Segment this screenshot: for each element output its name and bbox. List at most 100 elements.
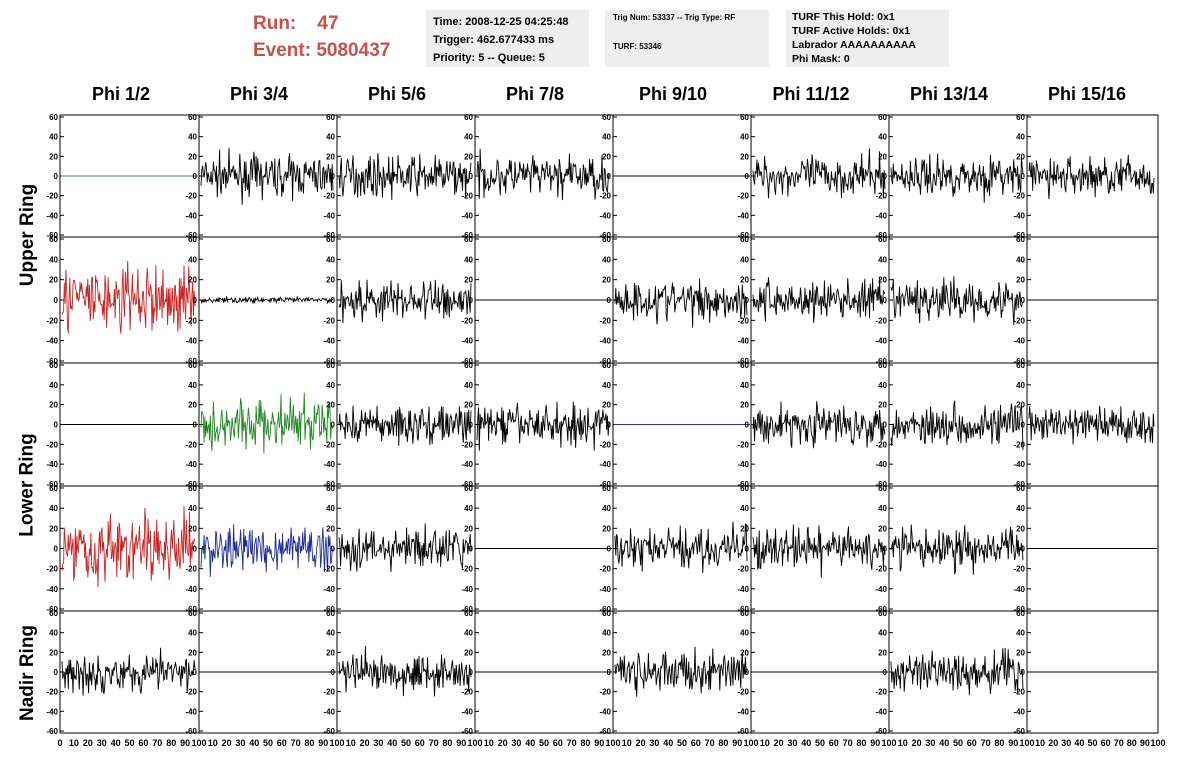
y-tick-label: 20	[740, 524, 749, 533]
waveform-panel: 60 40 20 0 -20 -40 -60	[461, 113, 614, 240]
waveform-panel: 60 40 20 0 -20 -40 -60	[875, 235, 1028, 366]
x-tick-label: 60	[277, 738, 287, 748]
waveform-panel: 60 40 20 0 -20 -40 -60	[599, 235, 752, 366]
y-tick-label: 40	[1016, 255, 1025, 264]
waveform-panel: 60 40 20 0 -20 -40 -60	[1013, 484, 1159, 614]
y-tick-label: 0	[607, 668, 612, 677]
x-tick-label: 40	[111, 738, 121, 748]
y-tick-label: 20	[464, 524, 473, 533]
y-tick-label: 20	[1016, 152, 1025, 161]
y-tick-label: 20	[740, 152, 749, 161]
y-tick-label: -40	[875, 585, 887, 594]
y-tick-label: 40	[1016, 133, 1025, 142]
y-tick-label: 60	[326, 113, 335, 122]
y-tick-label: -20	[737, 192, 749, 201]
y-tick-label: -40	[185, 707, 197, 716]
y-tick-label: 60	[878, 113, 887, 122]
y-tick-label: -60	[46, 605, 58, 614]
y-tick-label: 0	[469, 172, 474, 181]
waveform-trace	[890, 524, 1024, 575]
column-header-phi-1-2: Phi 1/2	[91, 84, 151, 104]
y-tick-label: -20	[875, 565, 887, 574]
y-tick-label: 60	[878, 609, 887, 618]
waveform-trace	[890, 153, 1024, 203]
x-tick-label: 50	[539, 738, 549, 748]
x-tick-label: 90	[732, 738, 742, 748]
x-tick-label: 50	[401, 738, 411, 748]
waveform-trace	[476, 401, 610, 451]
x-tick-label: 10	[208, 738, 218, 748]
y-tick-label: 20	[1016, 401, 1025, 410]
waveform-trace	[614, 521, 748, 573]
y-tick-label: -40	[875, 460, 887, 469]
y-tick-label: 60	[326, 484, 335, 493]
waveform-panel: 60 40 20 0 -20 -40 -60	[1013, 361, 1159, 489]
y-tick-label: -60	[1013, 357, 1025, 366]
waveform-panel: 60 40 20 0 -20 -40 -60	[875, 113, 1028, 240]
x-tick-label: 30	[649, 738, 659, 748]
x-tick-label: 80	[856, 738, 866, 748]
waveform-panel: 60 40 20 0 -20 -40 -60	[875, 361, 1028, 489]
y-tick-label: -60	[599, 480, 611, 489]
y-tick-label: 20	[326, 152, 335, 161]
waveform-trace	[752, 148, 886, 199]
y-tick-label: 60	[188, 484, 197, 493]
y-tick-label: 40	[188, 504, 197, 513]
y-tick-label: 0	[1021, 545, 1026, 554]
y-tick-label: 40	[49, 133, 58, 142]
y-tick-label: -40	[875, 211, 887, 220]
y-tick-label: -20	[599, 316, 611, 325]
waveform-panel: 60 40 20 0 -20 -40 -60	[185, 113, 338, 240]
y-tick-label: 40	[326, 629, 335, 638]
y-tick-label: -60	[46, 480, 58, 489]
waveform-panel: 60 40 20 0 -20 -40 -60	[737, 361, 890, 489]
y-tick-label: 60	[740, 113, 749, 122]
waveform-trace	[890, 647, 1024, 696]
y-tick-label: 0	[331, 545, 336, 554]
x-tick-label: 20	[83, 738, 93, 748]
waveform-panel: 60 40 20 0 -20 -40 -60	[599, 361, 752, 489]
y-tick-label: -20	[185, 316, 197, 325]
y-tick-label: 60	[878, 235, 887, 244]
y-tick-label: -20	[875, 688, 887, 697]
x-tick-label: 80	[580, 738, 590, 748]
phi-mask-line: Phi Mask: 0	[792, 53, 850, 65]
y-tick-label: -20	[185, 440, 197, 449]
x-tick-label: 30	[373, 738, 383, 748]
y-tick-label: -40	[323, 337, 335, 346]
waveform-trace	[200, 295, 334, 305]
y-tick-label: -40	[323, 211, 335, 220]
y-tick-label: 40	[878, 381, 887, 390]
column-header-phi-9-10: Phi 9/10	[638, 84, 708, 104]
y-tick-label: 20	[740, 648, 749, 657]
y-tick-label: -40	[323, 707, 335, 716]
x-tick-label: 60	[1101, 738, 1111, 748]
y-tick-label: -20	[1013, 440, 1025, 449]
y-tick-label: 0	[607, 421, 612, 430]
x-tick-label: 100	[191, 738, 206, 748]
x-tick-label: 90	[180, 738, 190, 748]
y-tick-label: 40	[1016, 504, 1025, 513]
y-tick-label: -40	[323, 585, 335, 594]
x-tick-label: 30	[97, 738, 107, 748]
y-tick-label: 0	[883, 545, 888, 554]
y-tick-label: -20	[1013, 565, 1025, 574]
waveform-trace	[61, 647, 196, 696]
y-tick-label: -60	[461, 727, 473, 736]
y-tick-label: -60	[461, 605, 473, 614]
y-tick-label: -20	[46, 565, 58, 574]
x-tick-label: 10	[898, 738, 908, 748]
waveform-panel: 60 40 20 0 -20 -40 -60	[875, 484, 1028, 614]
y-tick-label: 40	[188, 255, 197, 264]
waveform-trace	[338, 279, 472, 324]
y-tick-label: 60	[188, 113, 197, 122]
waveform-panel: 60 40 20 0 -20 -40 -60	[1013, 235, 1159, 366]
y-tick-label: 60	[878, 484, 887, 493]
y-tick-label: 60	[464, 609, 473, 618]
waveform-trace	[476, 148, 610, 201]
y-tick-label: -40	[875, 707, 887, 716]
waveform-panel: 60 40 20 0 -20 -40 -60	[185, 609, 338, 736]
x-tick-label: 50	[263, 738, 273, 748]
labrador-line: Labrador AAAAAAAAAA	[792, 39, 916, 51]
waveform-panel: 60 40 20 0 -20 -40 -60	[599, 113, 752, 240]
